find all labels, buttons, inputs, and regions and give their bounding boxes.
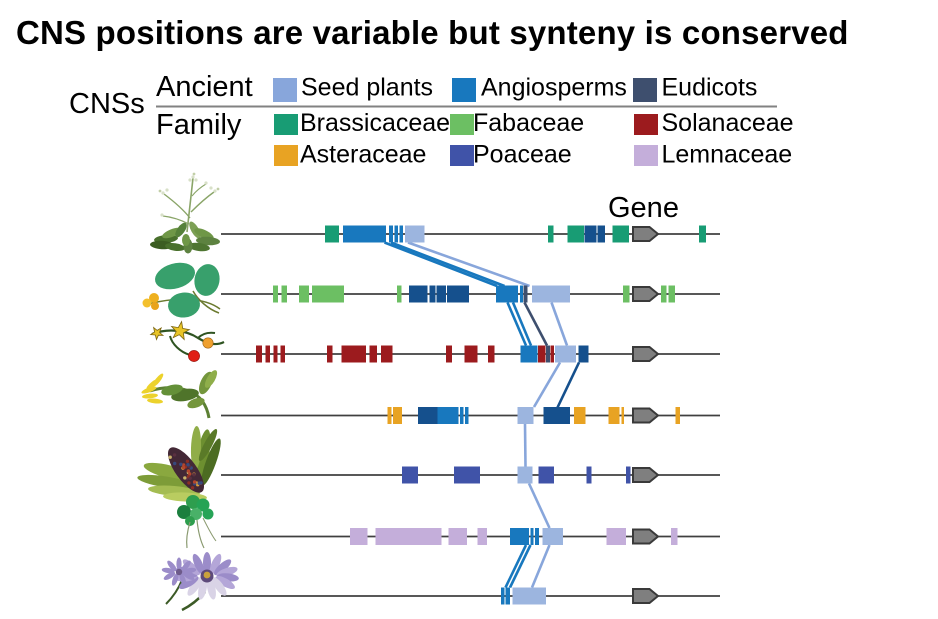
- svg-text:Eudicots: Eudicots: [662, 74, 758, 102]
- svg-text:Asteraceae: Asteraceae: [300, 141, 426, 169]
- svg-text:Fabaceae: Fabaceae: [473, 109, 584, 137]
- svg-text:CNSs: CNSs: [69, 88, 145, 120]
- svg-text:Seed plants: Seed plants: [301, 74, 433, 102]
- svg-text:Poaceae: Poaceae: [473, 141, 572, 169]
- svg-text:Lemnaceae: Lemnaceae: [662, 141, 793, 169]
- svg-text:Gene: Gene: [608, 192, 679, 224]
- svg-text:Solanaceae: Solanaceae: [662, 109, 794, 137]
- svg-text:Ancient: Ancient: [156, 71, 253, 103]
- svg-text:CNS positions are variable but: CNS positions are variable but synteny i…: [16, 14, 849, 51]
- svg-text:Brassicaceae: Brassicaceae: [300, 109, 450, 137]
- svg-text:Angiosperms: Angiosperms: [481, 74, 627, 102]
- svg-text:Family: Family: [156, 109, 242, 141]
